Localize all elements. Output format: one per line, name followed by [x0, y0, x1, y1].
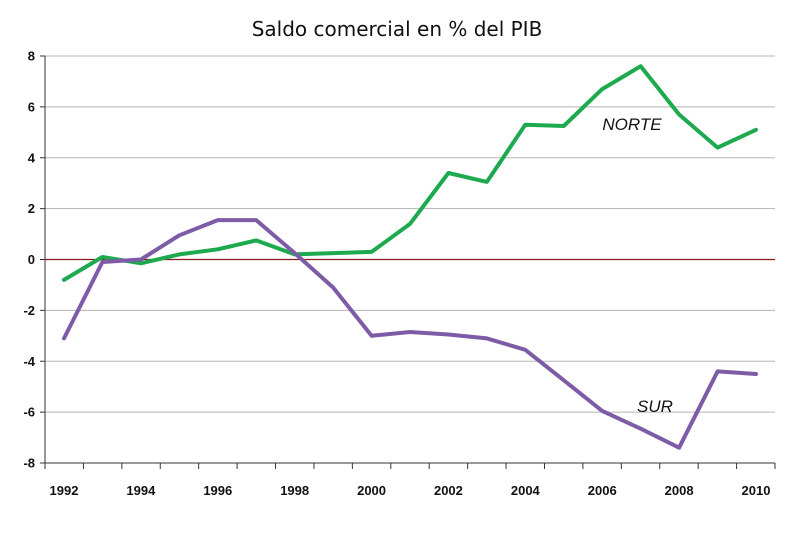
- x-tick-label: 1994: [126, 483, 156, 498]
- x-tick-label: 1998: [280, 483, 309, 498]
- series-label-norte: NORTE: [602, 115, 662, 134]
- x-tick-label: 2010: [742, 483, 771, 498]
- y-tick-label: 6: [28, 99, 35, 114]
- series-label-sur: SUR: [637, 397, 673, 416]
- y-tick-label: -8: [23, 456, 35, 471]
- y-tick-label: -6: [23, 405, 35, 420]
- series-line-norte: [62, 64, 758, 282]
- y-tick-label: 4: [28, 150, 36, 165]
- y-tick-label: 2: [28, 201, 35, 216]
- x-tick-label: 1992: [50, 483, 79, 498]
- x-tick-label: 2006: [588, 483, 617, 498]
- y-tick-label: 8: [28, 49, 35, 64]
- y-axis-ticks: 8 6 4 2 0 -2 -4 -6 -8: [23, 49, 45, 471]
- x-tick-label: 2008: [665, 483, 694, 498]
- chart-title: Saldo comercial en % del PIB: [252, 17, 543, 41]
- x-tick-label: 2004: [511, 483, 541, 498]
- y-tick-label: -2: [23, 303, 35, 318]
- series-group: [62, 64, 758, 450]
- grid: [45, 55, 775, 413]
- y-tick-label: 0: [28, 252, 35, 267]
- y-tick-label: -4: [23, 354, 35, 369]
- x-axis-ticks: 1992 1994 1996 1998 2000 2002 2004 2006 2008 2010: [44, 463, 776, 498]
- x-tick-label: 2000: [357, 483, 386, 498]
- x-tick-label: 2002: [434, 483, 463, 498]
- x-tick-label: 1996: [203, 483, 232, 498]
- series-line-sur: [62, 218, 758, 450]
